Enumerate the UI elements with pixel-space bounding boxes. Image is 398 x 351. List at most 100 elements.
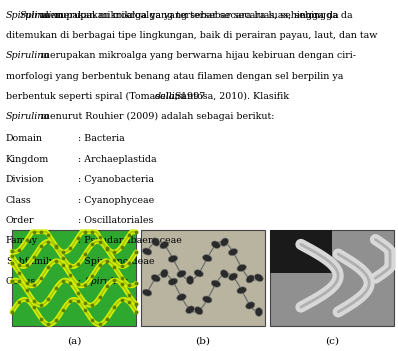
Point [53,285,59,291]
Point [16,279,22,284]
Text: ditemukan di berbagai tipe lingkungan, baik di perairan payau, laut, dan taw: ditemukan di berbagai tipe lingkungan, b… [6,31,377,40]
Ellipse shape [211,241,220,249]
Point [96,294,103,300]
Point [126,233,132,238]
Point [74,235,81,240]
Point [60,278,66,283]
Point [82,307,88,312]
Point [74,290,81,295]
Ellipse shape [255,307,263,316]
Ellipse shape [237,264,246,271]
Point [16,262,22,268]
Point [45,232,52,237]
Point [45,264,52,270]
Point [23,287,30,293]
Text: (a): (a) [67,336,81,345]
Point [9,279,15,284]
Text: Subfamily: Subfamily [6,257,55,266]
Text: : Cyanobacteria: : Cyanobacteria [78,175,154,184]
Text: : Oscillatoriales: : Oscillatoriales [78,216,153,225]
Text: morfologi yang berbentuk benang atau filamen dengan sel berpilin ya: morfologi yang berbentuk benang atau fil… [6,72,343,81]
Point [82,229,88,235]
Point [82,300,88,305]
Text: menurut Rouhier (2009) adalah sebagai berikut:: menurut Rouhier (2009) adalah sebagai be… [38,112,274,121]
Ellipse shape [195,307,203,315]
Point [31,254,37,259]
Point [60,307,66,312]
Point [16,247,22,253]
Point [74,261,81,267]
Point [126,299,132,305]
Ellipse shape [177,294,186,301]
Point [111,305,117,310]
Point [23,237,30,243]
Point [104,245,110,251]
Point [133,249,139,255]
Text: : Spirulinoideae: : Spirulinoideae [78,257,154,266]
Text: (c): (c) [325,336,339,345]
Point [111,258,117,263]
Ellipse shape [237,287,246,294]
Point [82,252,88,257]
Text: Division: Division [6,175,45,184]
Text: Domain: Domain [6,134,43,144]
Point [82,282,88,287]
Point [9,309,15,315]
Point [118,281,125,287]
Point [74,298,81,304]
Point [60,262,66,267]
Ellipse shape [142,289,152,296]
Ellipse shape [220,270,228,278]
Text: Spirulina: Spirulina [6,51,50,60]
Point [96,234,103,240]
Ellipse shape [220,238,228,246]
Ellipse shape [160,269,168,278]
Point [111,249,117,255]
Point [111,264,117,269]
Point [67,280,74,285]
Point [60,249,66,255]
Point [104,258,110,264]
Ellipse shape [246,275,254,283]
Text: merupakan mikroalga yang berwarna hijau kebiruan dengan ciri-: merupakan mikroalga yang berwarna hijau … [38,51,356,60]
Ellipse shape [194,270,203,277]
Text: : Cyanophyceae: : Cyanophyceae [78,196,154,205]
Ellipse shape [228,273,238,280]
Point [60,256,66,261]
Point [133,301,139,307]
Text: :: : [78,277,84,286]
Point [16,299,22,305]
Point [89,273,96,279]
Point [89,229,96,235]
Bar [12,230,136,326]
Ellipse shape [186,276,194,284]
Ellipse shape [186,306,195,313]
Text: (b): (b) [195,336,211,345]
Point [67,263,74,269]
Point [9,260,15,266]
Ellipse shape [254,274,263,282]
Text: Class: Class [6,196,32,205]
Point [31,305,37,310]
Point [104,283,110,289]
Point [96,322,103,327]
Ellipse shape [168,278,178,285]
Point [45,322,52,327]
Point [53,244,59,250]
Point [45,239,52,244]
Point [133,309,139,315]
Ellipse shape [203,296,212,303]
Bar [270,230,332,273]
Point [126,283,132,288]
Ellipse shape [151,274,160,282]
Point [23,280,30,286]
Ellipse shape [203,254,212,261]
Ellipse shape [211,280,220,287]
Text: Order: Order [6,216,35,225]
Point [38,302,44,308]
Ellipse shape [152,238,160,246]
Text: berbentuk seperti spiral (Tomaselli, 1997: berbentuk seperti spiral (Tomaselli, 199… [6,92,208,101]
Point [126,292,132,298]
Text: Spirulina: Spirulina [6,11,50,20]
Point [38,243,44,249]
